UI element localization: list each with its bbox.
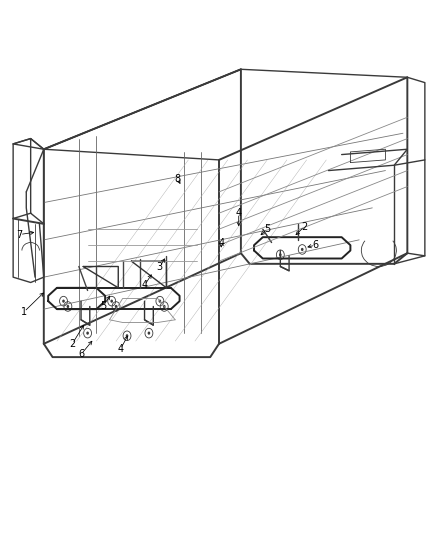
Text: 3: 3 [157, 262, 163, 271]
Circle shape [86, 332, 89, 335]
Circle shape [115, 305, 117, 308]
Circle shape [163, 305, 166, 308]
Text: 5: 5 [264, 224, 270, 234]
Text: 5: 5 [100, 302, 106, 311]
Text: 4: 4 [236, 208, 242, 218]
Circle shape [279, 253, 282, 256]
Text: 2: 2 [69, 339, 75, 349]
Text: 2: 2 [301, 222, 307, 231]
Circle shape [62, 300, 65, 303]
Circle shape [301, 248, 304, 251]
Circle shape [126, 334, 128, 337]
Text: 4: 4 [218, 238, 224, 247]
Text: 7: 7 [17, 230, 23, 239]
Text: 8: 8 [174, 174, 180, 183]
Text: 6: 6 [78, 350, 84, 359]
Text: 4: 4 [117, 344, 124, 354]
Circle shape [67, 305, 69, 308]
Circle shape [110, 300, 113, 303]
Circle shape [159, 300, 161, 303]
Text: 1: 1 [21, 307, 27, 317]
Text: 6: 6 [312, 240, 318, 250]
Circle shape [148, 332, 150, 335]
Text: 4: 4 [141, 280, 148, 290]
